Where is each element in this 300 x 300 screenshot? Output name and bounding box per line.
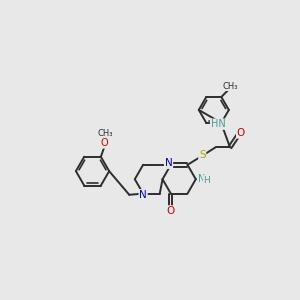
Text: O: O	[237, 128, 245, 138]
Text: O: O	[167, 206, 175, 216]
Text: CH₃: CH₃	[97, 129, 112, 138]
Text: HN: HN	[211, 119, 225, 129]
Text: N: N	[165, 158, 172, 168]
Text: N: N	[198, 174, 205, 184]
Text: O: O	[101, 138, 109, 148]
Text: H: H	[203, 176, 210, 185]
Text: N: N	[139, 190, 147, 200]
Text: S: S	[199, 150, 206, 160]
Text: CH₃: CH₃	[222, 82, 238, 91]
